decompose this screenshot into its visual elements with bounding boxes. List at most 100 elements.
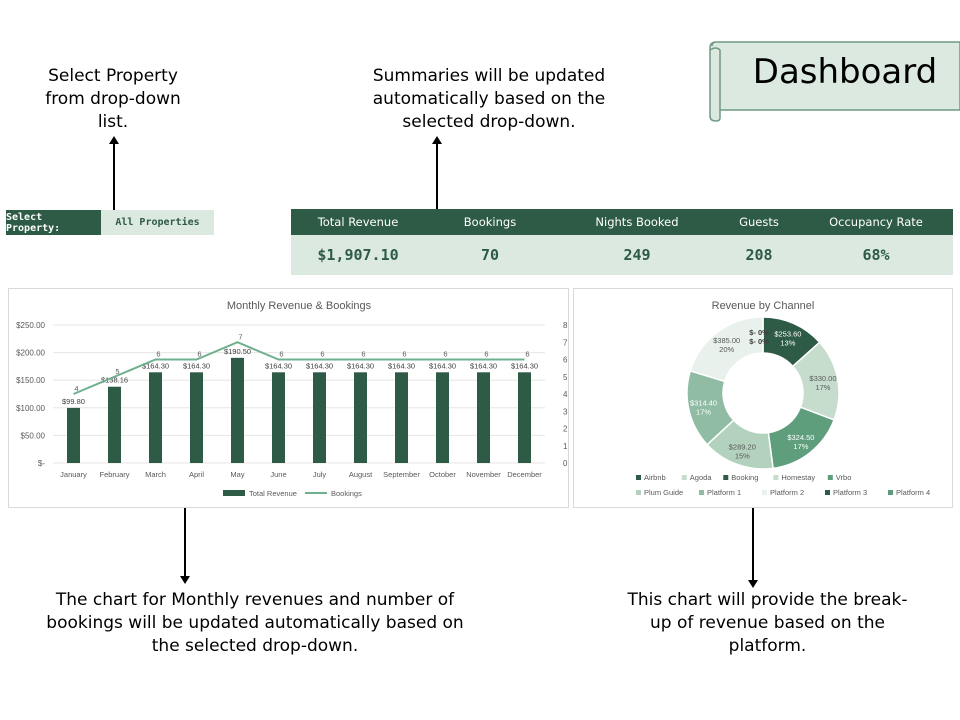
value-guests: 208 [745,246,773,264]
bar-data-label: $138.16 [101,376,128,385]
line-data-label: 6 [320,350,324,359]
legend-label: Platform 1 [707,488,741,497]
legend-label: Booking [731,473,758,482]
legend-swatch [723,475,729,480]
header-total-revenue: Total Revenue [317,215,399,229]
x-tick-label: September [383,470,420,479]
slice-value-label: $314.40 [690,399,717,408]
bar [477,372,490,463]
chart-title: Revenue by Channel [712,300,815,312]
slice-pct-label: 17% [793,442,808,451]
y-tick-label: $- [38,459,45,468]
bar-data-label: $164.30 [183,361,210,370]
bar-data-label: $164.30 [347,361,374,370]
note-channel-chart: This chart will provide the break-up of … [627,590,908,656]
line-data-label: 6 [156,350,160,359]
bar-data-label: $164.30 [470,361,497,370]
y2-tick-label: 1 [563,442,568,451]
legend-label: Plum Guide [644,488,683,497]
value-occupancy-rate: 68% [862,246,890,264]
y2-tick-label: 4 [563,390,568,399]
slice-value-label: $289.20 [729,442,756,451]
x-tick-label: February [99,470,129,479]
y-tick-label: $150.00 [16,376,45,385]
slice-value-label: $253.60 [774,329,801,338]
note-select-property: Select Property from drop-down list. [45,66,181,132]
bar [67,407,80,463]
summary-header-row: Total Revenue Bookings Nights Booked Gue… [291,209,953,235]
bar-data-label: $164.30 [511,361,538,370]
legend-swatch [827,475,833,480]
channel-chart: Revenue by Channel$253.6013%$330.0017%$3… [636,300,930,497]
y-tick-label: $50.00 [21,431,46,440]
line-data-label: 7 [238,332,242,341]
slice-value-label: $324.50 [787,433,814,442]
y-tick-label: $250.00 [16,321,45,330]
bar [395,372,408,463]
line-data-label: 6 [443,350,447,359]
property-dropdown[interactable]: All Properties [101,210,214,235]
bar-data-label: $164.30 [429,361,456,370]
line-data-label: 6 [402,350,406,359]
line-data-label: 6 [525,350,529,359]
line-data-label: 6 [484,350,488,359]
bar-data-label: $99.80 [62,397,85,406]
bar [272,372,285,463]
x-tick-label: January [60,470,87,479]
note-monthly-chart: The chart for Monthly revenues and numbe… [46,590,464,656]
value-nights-booked: 249 [623,246,651,264]
y2-tick-label: 6 [563,356,568,365]
header-occupancy-rate: Occupancy Rate [829,215,923,229]
value-bookings: 70 [480,246,500,264]
x-tick-label: October [429,470,456,479]
legend-swatch [681,475,687,480]
legend-label: Platform 4 [896,488,930,497]
y2-tick-label: 0 [563,459,568,468]
x-tick-label: March [145,470,166,479]
slice-value-label: $330.00 [809,374,836,383]
legend-label: Airbnb [644,473,666,482]
slice-pct-label: 17% [696,408,711,417]
legend-swatch [699,490,704,495]
y2-tick-label: 3 [563,407,568,416]
legend-label: Vrbo [836,473,852,482]
summary-table: Total Revenue Bookings Nights Booked Gue… [291,209,953,275]
legend-swatch [888,490,893,495]
y-tick-label: $200.00 [16,349,45,358]
slice-value-label: $- 0% [749,328,769,337]
slice-pct-label: 13% [780,338,795,347]
legend-swatch [762,490,767,495]
bar-data-label: $164.30 [306,361,333,370]
x-tick-label: May [230,470,244,479]
line-data-label: 6 [197,350,201,359]
bar [108,386,121,463]
slice-pct-label: 15% [735,451,750,460]
header-bookings: Bookings [463,215,517,229]
legend-swatch-revenue [223,490,245,496]
legend-swatch [636,490,641,495]
bookings-line [73,341,525,395]
bar [436,372,449,463]
bar [313,372,326,463]
legend-label: Bookings [331,489,362,498]
y-tick-label: $100.00 [16,404,45,413]
pie-slice [689,316,764,383]
line-data-label: 4 [74,384,78,393]
legend-label: Platform 2 [770,488,804,497]
line-data-label: 5 [115,367,119,376]
legend-swatch [825,490,830,495]
legend-swatch [773,475,779,480]
bar [231,357,244,463]
x-tick-label: December [507,470,542,479]
summary-value-row: $1,907.10 70 249 208 68% [291,235,953,275]
slice-pct-label: 17% [815,383,830,392]
x-tick-label: November [466,470,501,479]
slice-value-label: $385.00 [713,336,740,345]
line-data-label: 6 [279,350,283,359]
channel-chart-panel: Revenue by Channel $253.60 13% $330.00 17% $3… [573,288,953,508]
x-tick-label: April [189,470,204,479]
property-selector: Select Property: All Properties [6,210,214,235]
y2-tick-label: 2 [563,425,568,434]
bar [354,372,367,463]
header-nights-booked: Nights Booked [595,215,679,229]
